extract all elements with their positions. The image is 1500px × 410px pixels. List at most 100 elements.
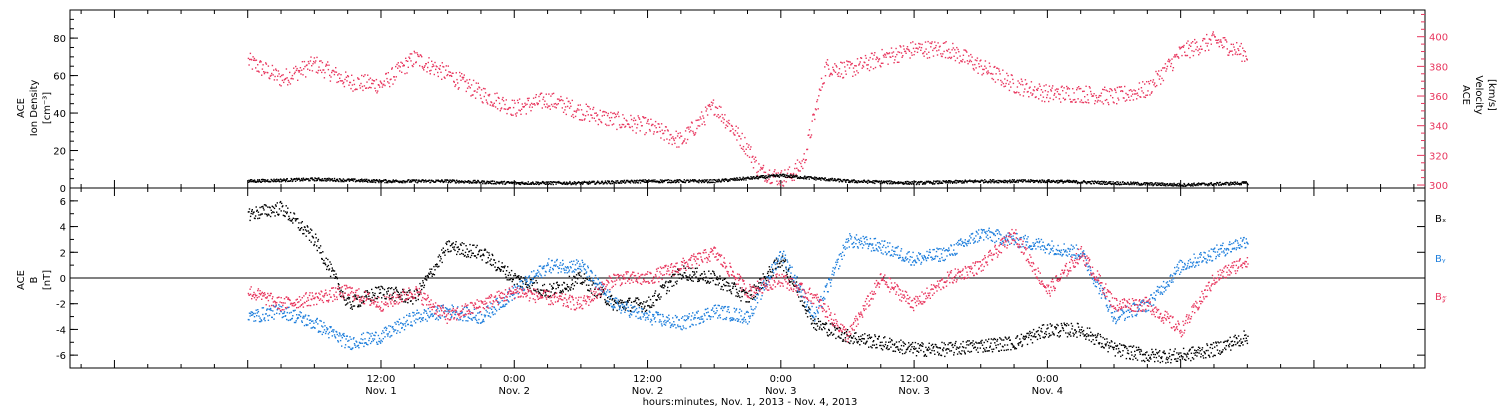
data-point: [366, 290, 368, 292]
data-point: [686, 279, 688, 281]
data-point: [536, 181, 538, 183]
data-point: [787, 269, 789, 272]
data-point: [321, 180, 323, 182]
data-point: [526, 97, 529, 100]
data-point: [944, 56, 947, 59]
data-point: [326, 177, 328, 180]
data-point: [854, 337, 857, 340]
data-point: [306, 225, 308, 227]
data-point: [820, 324, 822, 326]
data-point: [948, 48, 950, 50]
data-point: [1020, 333, 1023, 336]
data-point: [495, 99, 497, 102]
data-point: [449, 71, 451, 73]
data-point: [361, 74, 363, 77]
data-point: [643, 307, 646, 309]
data-point: [675, 180, 677, 182]
data-point: [278, 181, 281, 183]
data-point: [351, 84, 354, 86]
data-point: [328, 268, 331, 270]
data-point: [274, 179, 277, 181]
data-point: [803, 153, 805, 155]
data-point: [490, 183, 493, 185]
data-point: [347, 179, 350, 181]
data-point: [789, 281, 791, 283]
data-point: [861, 337, 863, 340]
data-point: [552, 287, 554, 289]
data-point: [327, 264, 330, 267]
data-point: [547, 181, 549, 183]
data-point: [1180, 46, 1183, 48]
data-point: [1025, 336, 1028, 338]
data-point: [445, 181, 447, 183]
data-point: [1034, 96, 1037, 99]
data-point: [247, 57, 250, 60]
data-point: [323, 259, 325, 262]
data-point: [949, 350, 951, 352]
data-point: [316, 179, 318, 182]
data-point: [1017, 80, 1019, 82]
data-point: [1189, 56, 1191, 59]
data-point: [895, 346, 897, 349]
data-point: [1043, 337, 1045, 339]
data-point: [1022, 95, 1025, 97]
data-point: [394, 181, 396, 183]
data-point: [468, 250, 471, 252]
data-point: [1168, 184, 1170, 186]
data-point: [265, 62, 267, 64]
data-point: [709, 105, 711, 108]
data-point: [1194, 38, 1196, 41]
data-point: [292, 222, 294, 224]
data-point: [849, 335, 852, 337]
data-point: [563, 182, 565, 185]
data-point: [951, 344, 953, 347]
data-point: [870, 336, 873, 338]
data-point: [448, 181, 451, 183]
data-point: [969, 59, 971, 61]
data-point: [886, 52, 888, 54]
data-point: [635, 180, 637, 182]
data-point: [389, 287, 392, 290]
data-point: [543, 103, 545, 106]
data-point: [863, 338, 865, 340]
data-point: [377, 295, 379, 298]
data-point: [1172, 69, 1174, 72]
data-point: [724, 277, 727, 280]
data-point: [1152, 184, 1155, 186]
data-point: [1171, 185, 1174, 187]
data-point: [750, 161, 753, 163]
data-point: [787, 168, 789, 171]
data-point: [899, 351, 901, 353]
data-point: [482, 102, 484, 104]
data-point: [959, 55, 961, 57]
data-point: [343, 296, 345, 299]
data-point: [603, 114, 605, 116]
data-point: [417, 53, 419, 56]
data-point: [909, 344, 912, 346]
data-point: [1106, 183, 1109, 185]
data-point: [831, 74, 833, 76]
data-point: [263, 204, 266, 206]
data-point: [893, 182, 895, 184]
data-point: [950, 341, 952, 344]
data-point: [398, 181, 401, 184]
data-point: [574, 281, 577, 283]
data-point: [534, 183, 537, 185]
data-point: [1064, 180, 1066, 182]
data-point: [1147, 90, 1149, 92]
data-point: [730, 292, 733, 295]
data-point: [302, 74, 304, 76]
data-point: [1100, 92, 1103, 94]
data-point: [330, 76, 332, 78]
data-point: [593, 294, 596, 297]
data-point: [872, 68, 875, 70]
data-point: [483, 181, 486, 183]
data-point: [259, 206, 261, 209]
data-point: [858, 336, 860, 338]
data-point: [1049, 335, 1051, 337]
data-point: [545, 93, 547, 95]
data-point: [1039, 85, 1041, 87]
data-point: [1099, 181, 1101, 183]
data-point: [737, 127, 739, 129]
data-point: [916, 47, 918, 49]
